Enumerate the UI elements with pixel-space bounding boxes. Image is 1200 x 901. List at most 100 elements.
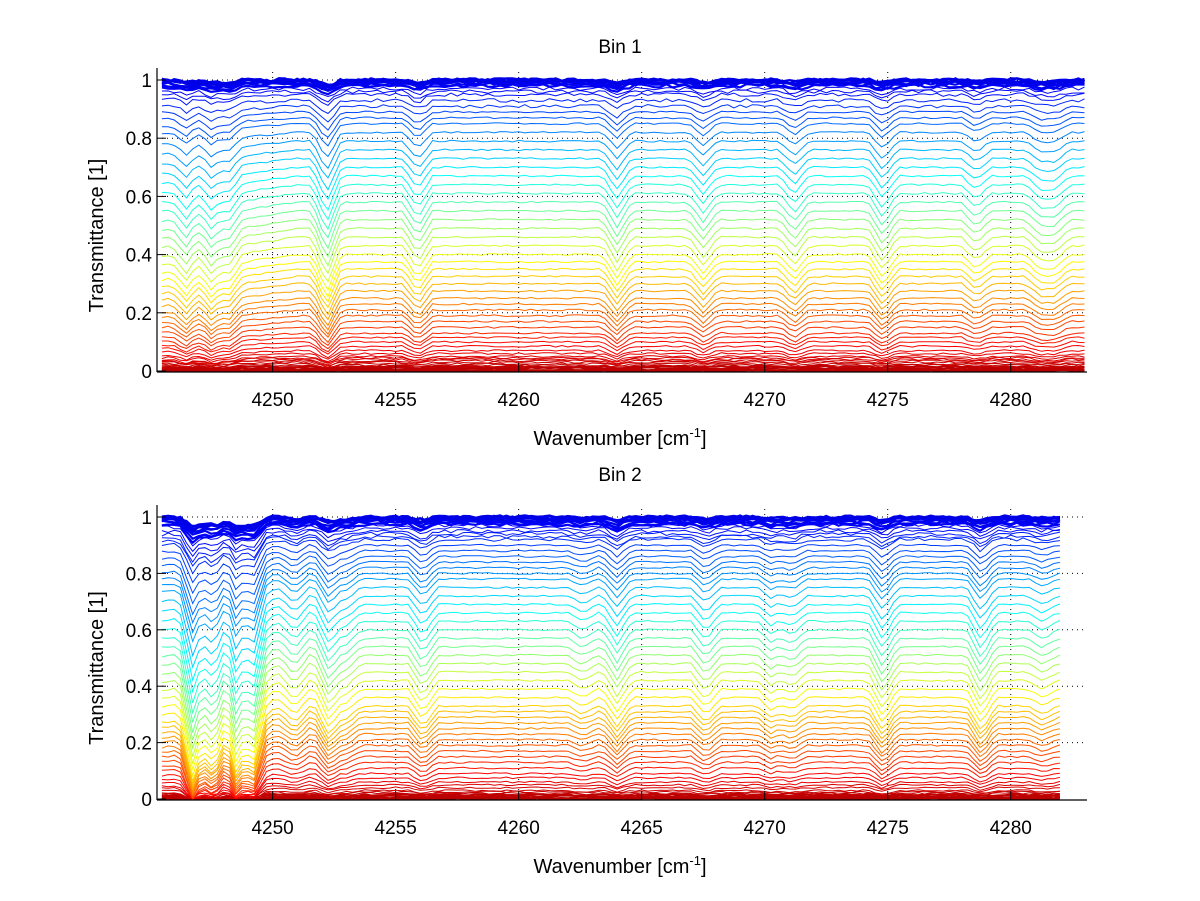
y-tick-label: 0.8 (126, 564, 152, 585)
series-line-47 (161, 534, 1061, 567)
series-line-17 (161, 331, 1085, 351)
series-line-16 (161, 749, 1060, 799)
x-tick-label: 4250 (251, 390, 293, 411)
series-line-45 (161, 116, 1085, 139)
series-line-18 (161, 738, 1061, 797)
series-line-4 (161, 364, 1085, 371)
y-axis-label: Transmittance [1] (86, 159, 108, 313)
series-line-20 (161, 727, 1061, 794)
series-line-49 (161, 528, 1060, 558)
series-line-17 (161, 744, 1061, 799)
series-line-39 (161, 577, 1061, 644)
series-line-13 (161, 349, 1085, 361)
y-tick-label: 0.6 (126, 621, 152, 642)
series-line-43 (161, 131, 1085, 158)
series-line-14 (161, 344, 1085, 359)
x-tick-label: 4255 (375, 390, 417, 411)
x-tick-label: 4270 (744, 390, 786, 411)
y-tick-label: 0.4 (126, 246, 153, 267)
series-line-31 (161, 645, 1061, 733)
series-lines (161, 77, 1085, 373)
x-tick-label: 4275 (867, 818, 909, 839)
series-line-52 (161, 521, 1061, 545)
series-line-38 (161, 174, 1085, 212)
series-line-48 (161, 531, 1060, 563)
y-axis-label: Transmittance [1] (86, 591, 108, 745)
y-tick-label: 0.2 (126, 734, 152, 755)
series-line-20 (161, 314, 1085, 340)
series-line-36 (161, 192, 1085, 231)
series-line-33 (161, 218, 1085, 258)
series-line-7 (161, 789, 1060, 800)
series-line-29 (161, 253, 1085, 292)
x-tick-label: 4280 (990, 818, 1032, 839)
series-line-46 (161, 537, 1060, 575)
series-line-60 (161, 514, 1061, 529)
series-line-43 (161, 555, 1060, 605)
series-line-8 (161, 359, 1085, 367)
x-axis-label: Wavenumber [cm-1] (533, 425, 706, 450)
series-line-21 (161, 308, 1085, 336)
series-line-49 (161, 92, 1085, 107)
series-line-11 (161, 355, 1085, 365)
series-line-28 (161, 260, 1085, 298)
series-line-8 (161, 786, 1060, 800)
x-tick-label: 4260 (498, 818, 540, 839)
x-tick-label: 4270 (744, 818, 786, 839)
series-line-26 (161, 275, 1085, 311)
series-line-24 (161, 704, 1061, 784)
series-line-26 (161, 687, 1061, 772)
series-line-6 (161, 362, 1085, 368)
series-line-27 (161, 267, 1085, 304)
series-line-42 (161, 560, 1060, 616)
x-tick-label: 4255 (375, 818, 417, 839)
series-line-9 (161, 357, 1085, 366)
x-tick-label: 4275 (867, 390, 909, 411)
series-line-39 (161, 165, 1085, 201)
series-line-22 (161, 302, 1085, 332)
x-axis-label-text: Wavenumber [cm (533, 856, 689, 878)
series-line-40 (161, 157, 1085, 191)
series-line-41 (161, 566, 1061, 625)
series-line-52 (161, 83, 1085, 96)
series-line-32 (161, 636, 1061, 723)
series-line-44 (161, 549, 1060, 595)
series-line-13 (161, 766, 1060, 800)
series-line-35 (161, 611, 1060, 694)
series-line-37 (161, 183, 1085, 221)
x-axis-label-text: Wavenumber [cm (533, 428, 689, 450)
series-line-40 (161, 572, 1061, 634)
ticks: 4250 4255 4260 4265 4270 4275 4280 0 0.2 0.4 0.6 0.… (126, 508, 1032, 839)
series-line-34 (161, 209, 1085, 250)
x-tick-label: 4280 (990, 390, 1032, 411)
series-line-19 (161, 320, 1085, 344)
series-line-12 (161, 772, 1060, 800)
series-line-60 (161, 77, 1085, 86)
series-line-29 (161, 662, 1061, 751)
x-axis-label-superscript: -1 (689, 425, 701, 440)
x-axis-label-superscript: -1 (689, 853, 701, 868)
series-line-11 (161, 776, 1061, 800)
series-line-54 (161, 518, 1061, 536)
series-line-9 (161, 783, 1061, 800)
y-tick-label: 0 (141, 362, 152, 383)
series-line-25 (161, 282, 1085, 316)
series-line-23 (161, 710, 1061, 785)
series-line-4 (161, 792, 1061, 801)
x-axis-label-suffix: ] (701, 428, 707, 450)
series-line-12 (161, 352, 1085, 363)
series-line-50 (161, 526, 1060, 553)
series-line-30 (161, 653, 1061, 741)
subplot-bin-2: Bin 2 4250 4255 4260 4265 4270 4275 4280 0 0.2 0.… (86, 465, 1087, 878)
series-line-10 (161, 356, 1085, 365)
series-line-16 (161, 336, 1085, 353)
series-line-14 (161, 761, 1060, 800)
series-line-27 (161, 679, 1061, 764)
chart-title: Bin 1 (598, 37, 641, 58)
series-line-37 (161, 594, 1061, 670)
ticks: 4250 4255 4260 4265 4270 4275 4280 0 0.2 0.4 0.6 0.… (126, 71, 1032, 411)
series-line-24 (161, 289, 1085, 321)
series-line-28 (161, 670, 1061, 757)
series-line-32 (161, 227, 1085, 267)
